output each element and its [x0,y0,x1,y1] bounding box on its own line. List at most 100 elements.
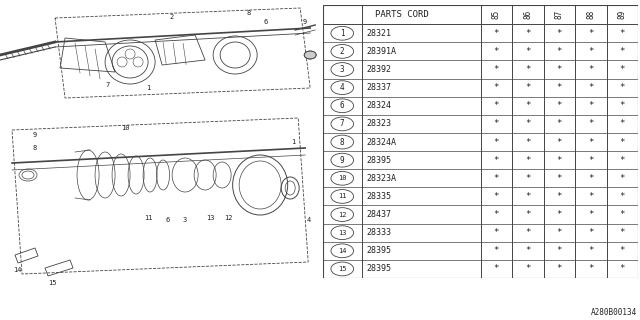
Text: *: * [525,210,531,219]
Text: 4: 4 [307,217,311,223]
Text: *: * [557,119,562,128]
Text: 4: 4 [340,83,344,92]
Text: 86: 86 [524,10,532,19]
Text: *: * [525,47,531,56]
Text: *: * [493,101,499,110]
Text: *: * [557,156,562,165]
Text: *: * [588,29,593,38]
Text: 2: 2 [170,14,174,20]
Text: 6: 6 [263,19,268,25]
Text: *: * [493,264,499,273]
Text: 28395: 28395 [367,156,392,165]
Text: *: * [557,246,562,255]
Text: *: * [493,228,499,237]
Text: 28395: 28395 [367,246,392,255]
Text: 28324A: 28324A [367,138,397,147]
Text: *: * [493,47,499,56]
Text: 9: 9 [340,156,344,165]
Text: 1: 1 [291,139,295,145]
Text: *: * [620,228,625,237]
Text: *: * [525,192,531,201]
Text: *: * [557,101,562,110]
Text: 14: 14 [338,248,346,254]
Text: *: * [557,83,562,92]
Text: 28333: 28333 [367,228,392,237]
Text: *: * [525,83,531,92]
Text: *: * [620,138,625,147]
Text: *: * [557,65,562,74]
Ellipse shape [304,51,316,59]
Text: 28323: 28323 [367,119,392,128]
Text: *: * [525,156,531,165]
Text: *: * [620,174,625,183]
Text: 1: 1 [340,29,344,38]
Text: 11: 11 [144,215,152,221]
Text: *: * [493,83,499,92]
Text: *: * [493,29,499,38]
Text: 3: 3 [340,65,344,74]
Text: 15: 15 [48,280,56,286]
Text: *: * [620,210,625,219]
Text: *: * [588,47,593,56]
Text: A280B00134: A280B00134 [591,308,637,317]
Text: *: * [557,192,562,201]
Text: *: * [557,29,562,38]
Text: 15: 15 [338,266,346,272]
Text: *: * [588,264,593,273]
Text: 28395: 28395 [367,264,392,273]
Text: 13: 13 [206,215,214,221]
Text: *: * [525,228,531,237]
Text: 2: 2 [340,47,344,56]
Text: *: * [588,138,593,147]
Text: 9: 9 [33,132,37,138]
Text: *: * [525,174,531,183]
Text: 28324: 28324 [367,101,392,110]
Text: *: * [588,156,593,165]
Text: 7: 7 [340,119,344,128]
Text: 12: 12 [224,215,232,221]
Text: 8: 8 [33,145,37,151]
Text: *: * [493,156,499,165]
Text: 10: 10 [338,175,346,181]
Text: 89: 89 [618,10,627,19]
Text: *: * [525,29,531,38]
Text: 6: 6 [340,101,344,110]
Text: 9: 9 [303,19,307,25]
Text: *: * [525,264,531,273]
Text: *: * [557,228,562,237]
Text: 28323A: 28323A [367,174,397,183]
Text: *: * [620,47,625,56]
Text: *: * [588,83,593,92]
Text: *: * [557,174,562,183]
Text: *: * [493,138,499,147]
Text: 1: 1 [146,85,150,91]
Text: 7: 7 [106,82,110,88]
Text: *: * [588,101,593,110]
Text: *: * [620,192,625,201]
Text: *: * [588,119,593,128]
Text: 6: 6 [166,217,170,223]
Text: *: * [525,65,531,74]
Text: *: * [525,119,531,128]
Text: *: * [588,192,593,201]
Text: PARTS CORD: PARTS CORD [375,10,429,19]
Text: *: * [588,228,593,237]
Text: *: * [588,246,593,255]
Text: 28335: 28335 [367,192,392,201]
Text: 12: 12 [338,212,346,218]
Text: *: * [588,174,593,183]
Text: 13: 13 [338,230,346,236]
Text: 88: 88 [586,10,595,19]
Text: *: * [620,101,625,110]
Text: 28392: 28392 [367,65,392,74]
Text: *: * [620,29,625,38]
Text: *: * [557,47,562,56]
Text: *: * [525,138,531,147]
Text: 3: 3 [183,217,188,223]
Text: *: * [620,156,625,165]
Text: 85: 85 [492,10,500,19]
Text: *: * [493,192,499,201]
Text: *: * [557,210,562,219]
Text: 28437: 28437 [367,210,392,219]
Text: *: * [620,119,625,128]
